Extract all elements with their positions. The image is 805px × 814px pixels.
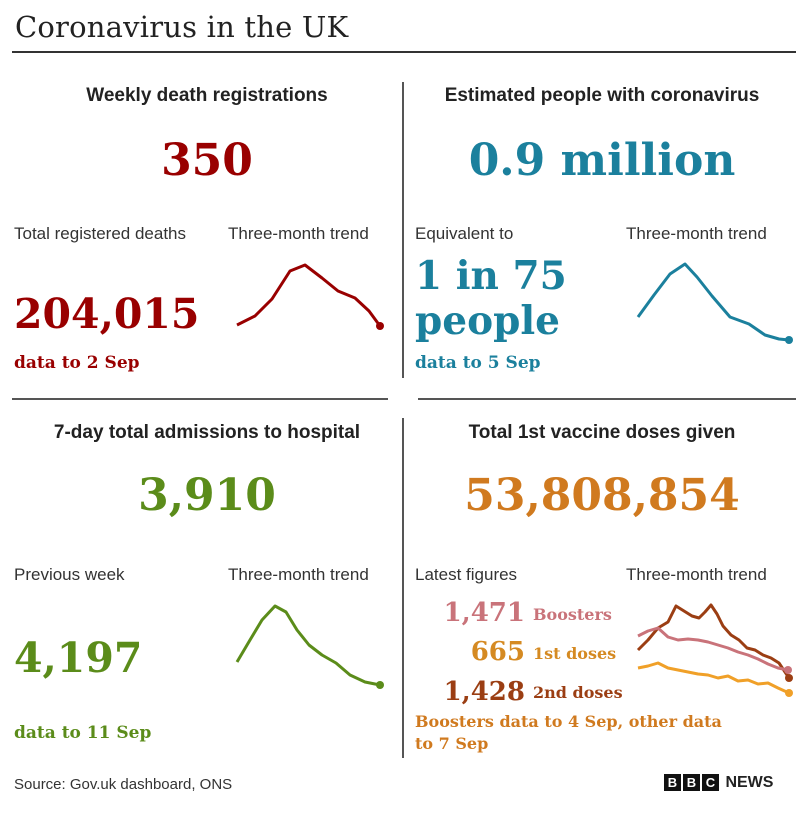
infections-equivalent-label: Equivalent to bbox=[415, 224, 514, 243]
hospital-trend-line bbox=[235, 604, 381, 687]
hospital-trend-endpoint bbox=[376, 681, 384, 689]
horizontal-divider-right bbox=[418, 398, 796, 400]
first-doses-label: 1st doses bbox=[533, 644, 617, 663]
deaths-data-note: data to 2 Sep bbox=[14, 353, 140, 373]
bbc-logo-letter-2: B bbox=[683, 774, 700, 791]
title-rule bbox=[12, 51, 796, 53]
vaccine-total-value: 53,808,854 bbox=[464, 470, 740, 521]
deaths-total-label: Total registered deaths bbox=[14, 224, 186, 243]
bbc-logo-news: NEWS bbox=[725, 774, 774, 791]
vaccine-latest-label: Latest figures bbox=[415, 565, 518, 584]
infections-heading: Estimated people with coronavirus bbox=[444, 85, 760, 106]
deaths-trend-endpoint bbox=[376, 322, 384, 330]
vaccine-trend-label: Three-month trend bbox=[626, 565, 767, 584]
hospital-heading: 7-day total admissions to hospital bbox=[53, 422, 361, 443]
hospital-admissions-value: 3,910 bbox=[138, 470, 276, 521]
infections-equivalent-ratio: 1 in 75 bbox=[415, 253, 567, 299]
vaccine-data-note-line2: to 7 Sep bbox=[415, 734, 489, 753]
boosters-label: Boosters bbox=[533, 605, 612, 624]
first-doses-trend-line bbox=[637, 661, 790, 695]
hospital-previous-label: Previous week bbox=[14, 565, 125, 584]
infections-trend-line bbox=[636, 262, 790, 342]
hospital-trend-label: Three-month trend bbox=[228, 565, 369, 584]
deaths-trend-line bbox=[236, 263, 382, 327]
first-doses-value: 665 bbox=[470, 637, 525, 667]
vaccine-data-note-line1: Boosters data to 4 Sep, other data bbox=[415, 712, 722, 731]
hospital-data-note: data to 11 Sep bbox=[14, 723, 152, 743]
infections-equivalent-unit: people bbox=[415, 298, 560, 344]
infections-trend-endpoint bbox=[785, 336, 793, 344]
deaths-trend-label: Three-month trend bbox=[228, 224, 369, 243]
second-doses-trend-endpoint bbox=[785, 674, 793, 682]
infections-estimate-value: 0.9 million bbox=[468, 135, 736, 186]
bbc-logo-letter-3: C bbox=[702, 774, 719, 791]
horizontal-divider-left bbox=[12, 398, 388, 400]
vaccine-heading: Total 1st vaccine doses given bbox=[468, 422, 736, 443]
bbc-logo-letter-1: B bbox=[664, 774, 681, 791]
second-doses-trend-line bbox=[636, 603, 791, 679]
deaths-heading: Weekly death registrations bbox=[86, 85, 328, 106]
hospital-previous-value: 4,197 bbox=[14, 634, 143, 682]
source-note: Source: Gov.uk dashboard, ONS bbox=[14, 776, 233, 793]
deaths-total-value: 204,015 bbox=[14, 290, 200, 338]
infections-trend-label: Three-month trend bbox=[626, 224, 767, 243]
second-doses-value: 1,428 bbox=[443, 677, 525, 707]
vertical-divider-bottom bbox=[402, 418, 404, 758]
boosters-value: 1,471 bbox=[443, 598, 525, 628]
second-doses-label: 2nd doses bbox=[533, 683, 623, 702]
first-doses-trend-endpoint bbox=[785, 689, 793, 697]
deaths-weekly-value: 350 bbox=[161, 135, 253, 186]
page-title: Coronavirus in the UK bbox=[15, 10, 349, 44]
boosters-trend-line bbox=[637, 626, 789, 672]
vertical-divider-top bbox=[402, 82, 404, 378]
boosters-trend-endpoint bbox=[784, 666, 792, 674]
infections-data-note: data to 5 Sep bbox=[415, 353, 541, 373]
